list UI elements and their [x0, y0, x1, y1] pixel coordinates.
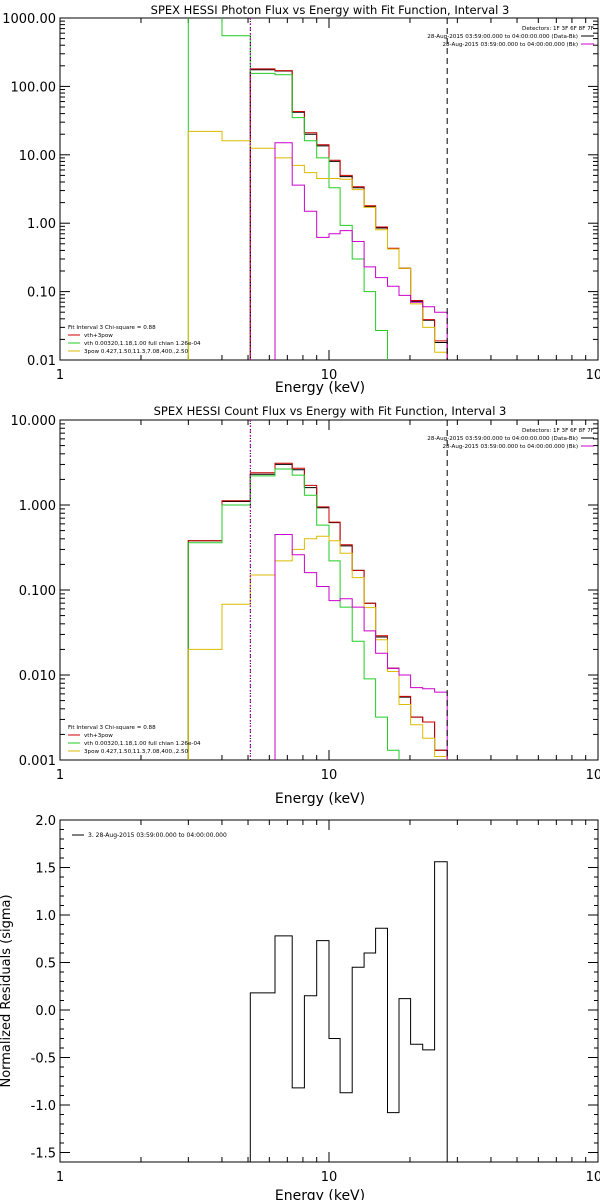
x-tick-label: 1: [56, 1170, 64, 1185]
y-tick-label: 1000.00: [2, 12, 56, 27]
series-magenta-line: [274, 534, 448, 760]
series-group: [249, 861, 448, 1162]
plot-panel-2: SPEX HESSI Count Flux vs Energy with Fit…: [11, 404, 600, 807]
x-tick-label: 100: [586, 368, 600, 383]
series-red-line: [249, 68, 448, 360]
legend-right-entry: Detectors: 1F 3F 6F 8F 7F: [522, 26, 594, 32]
y-tick-label: 0.01: [27, 354, 56, 369]
legend-left-entry: vth+3pow: [84, 333, 113, 339]
x-axis-label: Energy (keV): [275, 1188, 365, 1200]
x-tick-label: 1: [56, 368, 64, 383]
y-tick-label: -1.5: [31, 1147, 56, 1162]
x-tick-label: 1: [56, 768, 64, 783]
series-black-line: [187, 463, 448, 760]
legend-right-entry: 28-Aug-2015 03:59:00.000 to 04:00:00.000…: [427, 436, 578, 442]
y-tick-label: 1.5: [35, 862, 56, 877]
plot-panel-1: SPEX HESSI Photon Flux vs Energy with Fi…: [2, 3, 600, 396]
legend-left-entry: vth 0.00320,1.18,1.00 full chian 1.26e-0…: [84, 341, 201, 347]
x-axis-label: Energy (keV): [275, 791, 365, 807]
series-magenta-line: [274, 142, 448, 360]
plot-panel-3: Energy (keV) Normalized Residuals (sigma)…: [0, 814, 600, 1200]
y-tick-label: -1.0: [31, 1099, 56, 1114]
chart-title: SPEX HESSI Photon Flux vs Energy with Fi…: [151, 3, 510, 17]
y-tick-label: 0.5: [35, 957, 56, 972]
legend-right-entry: 28-Aug-2015 03:59:00.000 to 04:00:00.000…: [442, 444, 578, 450]
x-tick-label: 10: [321, 1170, 338, 1185]
y-tick-label: -0.5: [31, 1052, 56, 1067]
legend-left-entry: Fit Interval 3 Chi-square = 0.88: [68, 325, 156, 331]
y-tick-label: 0.001: [19, 754, 56, 769]
plot-frame: [59, 17, 599, 361]
series-yellow-line: [187, 130, 448, 360]
y-tick-label: 0.100: [19, 584, 56, 599]
y-tick-label: 10.000: [11, 414, 57, 429]
legend-left-entry: vth 0.00320,1.18,1.00 full chian 1.26e-0…: [84, 741, 201, 747]
series-red-line: [187, 462, 448, 760]
legend-top-entry: 3. 28-Aug-2015 03:59:00.000 to 04:00:00.…: [88, 832, 227, 839]
series-group: [187, 18, 448, 360]
x-tick-label: 100: [586, 1170, 600, 1185]
series-black-line: [249, 861, 448, 1162]
y-tick-label: 1.0: [35, 909, 56, 924]
legend-right-entry: 28-Aug-2015 03:59:00.000 to 04:00:00.000…: [442, 42, 578, 48]
x-tick-label: 10: [321, 368, 338, 383]
series-yellow-line: [187, 535, 448, 760]
series-group: [187, 462, 448, 760]
y-tick-label: 0.10: [27, 286, 56, 301]
x-tick-label: 10: [321, 768, 338, 783]
legend-left-entry: Fit Interval 3 Chi-square = 0.88: [68, 725, 156, 731]
legend-left-entry: 3pow 0.427,1.50,11.3,7.08,400.,2.50: [84, 349, 189, 355]
legend-right-entry: Detectors: 1F 3F 6F 8F 7F: [522, 428, 594, 434]
y-tick-label: 10.00: [19, 149, 56, 164]
legend-right-entry: 28-Aug-2015 03:59:00.000 to 04:00:00.000…: [427, 34, 578, 40]
x-axis-label: Energy (keV): [275, 380, 365, 396]
y-tick-label: 2.0: [35, 814, 56, 829]
y-tick-label: 100.00: [11, 80, 57, 95]
chart-title: SPEX HESSI Count Flux vs Energy with Fit…: [154, 404, 507, 418]
y-tick-label: 0.010: [19, 669, 56, 684]
x-tick-label: 100: [586, 768, 600, 783]
series-green-line: [187, 468, 400, 760]
legend-left-entry: vth+3pow: [84, 733, 113, 739]
y-axis-label: Normalized Residuals (sigma): [0, 894, 14, 1087]
series-black-line: [249, 69, 448, 360]
y-tick-label: 1.00: [27, 217, 56, 232]
legend-left-entry: 3pow 0.427,1.50,11.3,7.08,400.,2.50: [84, 749, 189, 755]
y-tick-label: 1.000: [19, 499, 56, 514]
series-green-line: [187, 18, 388, 360]
y-tick-label: 0.0: [35, 1004, 56, 1019]
